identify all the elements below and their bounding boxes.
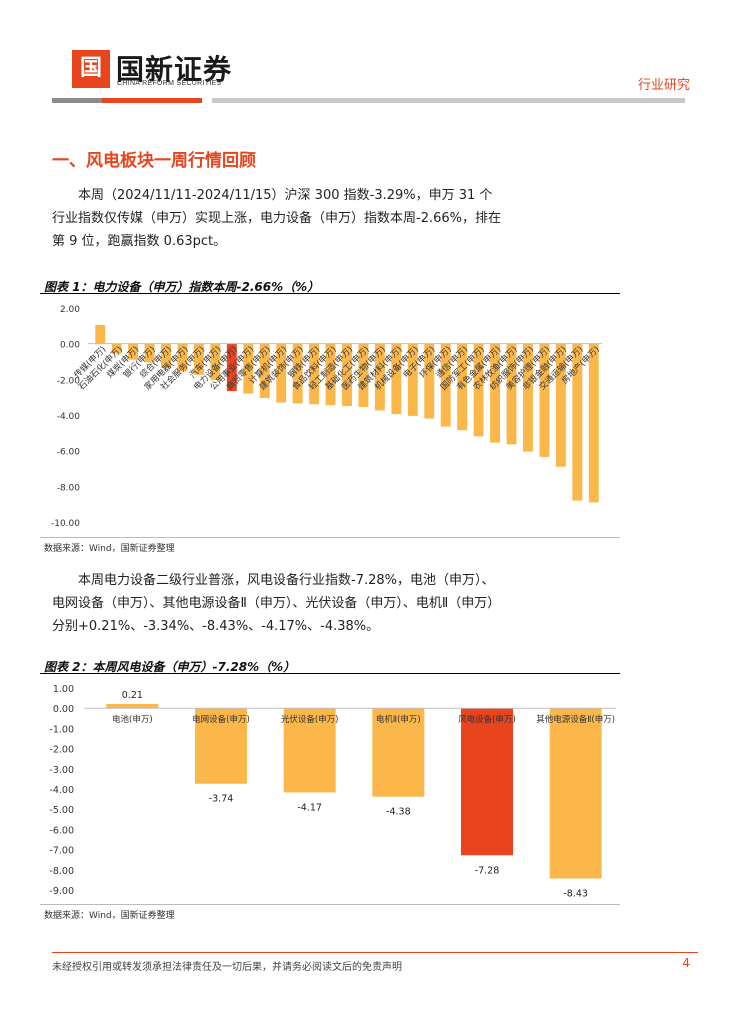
x-tick-label: 光伏设备(申万): [281, 714, 339, 725]
bar: [325, 343, 336, 406]
report-category: 行业研究: [637, 78, 690, 93]
y-tick-label: -6.00: [49, 825, 74, 836]
brand-name: 国新证券: [116, 53, 233, 86]
figure1-top-rule: [40, 293, 620, 294]
y-tick-label: -8.00: [57, 483, 81, 493]
y-tick-label: -6.00: [57, 448, 81, 458]
figure1-source: 数据来源：Wind，国新证券整理: [44, 544, 175, 554]
y-tick-label: -9.00: [49, 886, 74, 897]
figure1-title: 图表 1：电力设备（申万）指数本周-2.66%（%）: [44, 280, 320, 294]
y-tick-label: -3.00: [49, 765, 74, 776]
bar: [539, 343, 550, 457]
paragraph-weekly-summary: 本周（2024/11/11-2024/11/15）沪深 300 指数-3.29%…: [52, 188, 501, 249]
y-tick-label: -1.00: [49, 724, 74, 735]
bar: [210, 343, 221, 381]
bar: [283, 708, 336, 793]
bar: [372, 708, 425, 797]
bar: [111, 343, 122, 354]
bar: [195, 708, 247, 784]
data-label: -3.74: [209, 794, 234, 805]
bar: [161, 343, 171, 368]
header-divider-light: [212, 98, 685, 103]
bar: [358, 343, 369, 407]
x-tick-label: 其他电源设备Ⅱ(申万): [536, 714, 615, 725]
y-tick-label: -10.00: [51, 519, 80, 529]
y-tick-label: -4.00: [57, 412, 81, 422]
bar: [259, 343, 270, 399]
footer-rule: [52, 952, 698, 953]
y-tick-label: -2.00: [57, 376, 81, 386]
figure2-title: 图表 2：本周风电设备（申万）-7.28%（%）: [44, 660, 296, 674]
bar: [106, 703, 159, 709]
bar: [292, 343, 303, 404]
y-tick-label: 0.00: [60, 341, 80, 351]
bar: [374, 343, 385, 411]
bar: [555, 343, 566, 467]
bar: [391, 343, 402, 415]
bar: [457, 343, 468, 431]
bar: [95, 324, 106, 344]
x-tick-label: 电网设备(申万): [192, 714, 250, 725]
x-tick-label: 电机Ⅱ(申万): [376, 714, 421, 725]
y-tick-label: -7.00: [49, 846, 74, 857]
header-divider-accent: [102, 98, 202, 103]
bar: [309, 343, 320, 405]
bar: [177, 343, 188, 372]
header-divider-gray: [52, 98, 102, 103]
bar: [407, 343, 418, 416]
bar: [461, 708, 513, 856]
data-label: -8.43: [563, 888, 588, 899]
bar: [506, 343, 517, 445]
data-label: -7.28: [475, 865, 500, 876]
bar: [144, 343, 155, 363]
y-tick-label: -4.00: [49, 785, 74, 796]
y-tick-label: 2.00: [60, 305, 80, 315]
data-label: 0.21: [122, 690, 143, 701]
bar: [549, 708, 602, 879]
y-tick-label: -5.00: [49, 805, 74, 816]
figure2-bottom-rule: [40, 904, 620, 905]
bar: [588, 343, 599, 503]
figure1-bottom-rule: [40, 537, 620, 538]
brand-english-name: CHINA REFORM SECURITIES: [117, 80, 222, 87]
data-label: -4.17: [297, 802, 322, 813]
brand-logo-icon: 国: [72, 50, 110, 88]
figure1-chart: 2.000.00-2.00-4.00-6.00-8.00-10.00传媒(申万)…: [51, 305, 602, 529]
bar: [243, 343, 254, 394]
footer-disclaimer: 未经授权引用或转发须承担法律责任及一切后果，并请务必阅读文后的免责声明: [52, 962, 402, 973]
x-tick-label: 电池(申万): [112, 714, 153, 725]
y-tick-label: 0.00: [53, 704, 74, 715]
bar: [276, 343, 287, 403]
bar: [226, 343, 237, 392]
y-tick-label: -8.00: [49, 866, 74, 877]
paragraph-subsector: 本周电力设备二级行业普涨，风电设备行业指数-7.28%，电池（申万）、电网设备（…: [52, 573, 501, 634]
figure2-chart: 1.00 0.00 -1.00 -2.00 -3.00 -4.00 -5.00 -6.00 -7…: [49, 684, 616, 899]
section-title: 一、风电板块一周行情回顾: [52, 151, 256, 171]
figure2-top-rule: [40, 673, 620, 674]
bar: [342, 343, 352, 407]
figure2-source: 数据来源：Wind，国新证券整理: [44, 911, 175, 921]
data-label: -4.38: [386, 807, 411, 818]
bar: [572, 343, 583, 501]
bar: [440, 343, 451, 427]
bar: [424, 343, 435, 419]
bar: [523, 343, 533, 452]
x-tick-label: 风电设备(申万): [458, 714, 516, 725]
bar: [128, 343, 139, 360]
page-number: 4: [682, 956, 690, 970]
bar: [473, 343, 484, 437]
y-tick-label: -2.00: [49, 745, 74, 756]
y-tick-label: 1.00: [53, 684, 74, 695]
bar: [194, 343, 204, 375]
bar: [490, 343, 500, 443]
